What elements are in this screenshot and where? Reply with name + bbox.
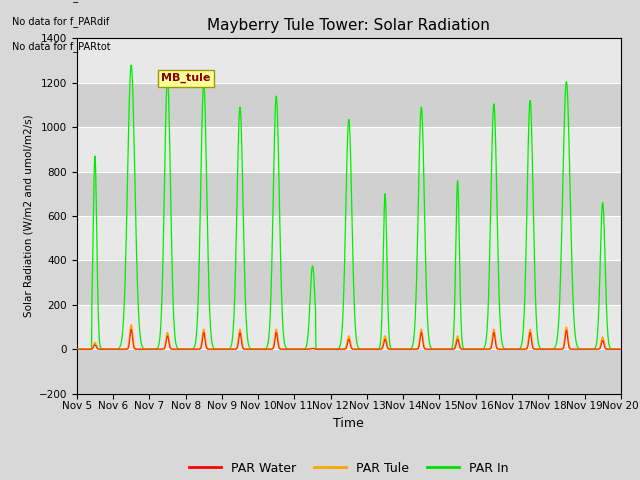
Text: MB_tule: MB_tule [161,73,211,84]
X-axis label: Time: Time [333,417,364,430]
Bar [77,172,621,216]
Text: No data for f_PARtot: No data for f_PARtot [12,41,110,52]
Text: No data for f_PARdif: No data for f_PARdif [12,16,109,27]
Text: No data for f_PARtot: No data for f_PARtot [12,0,110,2]
Title: Mayberry Tule Tower: Solar Radiation: Mayberry Tule Tower: Solar Radiation [207,18,490,33]
Legend: PAR Water, PAR Tule, PAR In: PAR Water, PAR Tule, PAR In [184,456,513,480]
Bar [77,83,621,127]
Bar [77,349,621,394]
Y-axis label: Solar Radiation (W/m2 and umol/m2/s): Solar Radiation (W/m2 and umol/m2/s) [23,115,33,317]
Bar [77,260,621,305]
